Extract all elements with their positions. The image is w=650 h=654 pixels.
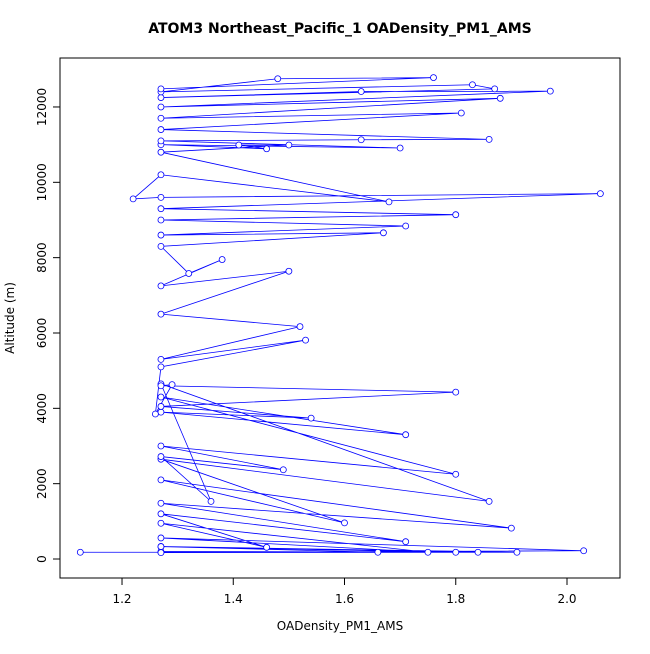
x-tick-label: 1.2 bbox=[112, 592, 131, 606]
data-point bbox=[357, 136, 365, 144]
x-tick-label: 1.6 bbox=[335, 592, 354, 606]
data-point bbox=[157, 363, 165, 371]
data-point bbox=[341, 519, 348, 527]
data-point bbox=[596, 190, 604, 198]
data-point bbox=[469, 81, 476, 89]
data-point bbox=[452, 548, 460, 556]
data-point bbox=[157, 543, 165, 550]
data-point bbox=[357, 88, 365, 95]
data-point bbox=[157, 282, 165, 290]
data-point bbox=[157, 310, 165, 318]
data-point bbox=[457, 109, 465, 117]
data-point bbox=[157, 148, 165, 156]
data-point bbox=[374, 548, 382, 556]
data-point bbox=[485, 497, 493, 505]
x-tick-label: 2.0 bbox=[557, 592, 576, 606]
data-point bbox=[274, 75, 282, 83]
data-point bbox=[157, 442, 165, 450]
data-point bbox=[157, 103, 165, 111]
data-point bbox=[307, 414, 315, 422]
data-line bbox=[80, 77, 601, 554]
data-point bbox=[580, 547, 588, 555]
data-point bbox=[285, 141, 293, 149]
x-axis-label: OADensity_PM1_AMS bbox=[277, 619, 403, 633]
data-point bbox=[157, 534, 165, 542]
data-point bbox=[452, 470, 460, 478]
data-point bbox=[263, 145, 271, 153]
data-point bbox=[157, 205, 165, 213]
y-tick-label: 4000 bbox=[35, 393, 49, 424]
data-point bbox=[235, 141, 243, 149]
y-tick-label: 8000 bbox=[35, 242, 49, 273]
data-point bbox=[129, 195, 137, 203]
data-point bbox=[157, 126, 165, 133]
data-point bbox=[485, 135, 493, 143]
data-point bbox=[157, 393, 165, 401]
data-point bbox=[402, 538, 410, 546]
data-point bbox=[157, 549, 165, 557]
data-point bbox=[430, 74, 437, 81]
y-tick-label: 10000 bbox=[35, 163, 49, 201]
data-point bbox=[157, 242, 165, 250]
data-point bbox=[507, 524, 515, 532]
data-point bbox=[285, 267, 293, 275]
x-tick-label: 1.4 bbox=[224, 592, 243, 606]
data-point bbox=[207, 497, 215, 505]
data-point bbox=[157, 114, 165, 122]
data-point bbox=[396, 144, 404, 152]
data-point bbox=[546, 87, 554, 95]
data-point bbox=[402, 222, 410, 230]
data-point bbox=[402, 431, 410, 439]
data-point bbox=[279, 466, 287, 474]
data-point bbox=[157, 519, 165, 527]
y-tick-label: 12000 bbox=[35, 88, 49, 126]
data-point bbox=[218, 256, 226, 263]
data-point bbox=[452, 211, 460, 219]
data-point bbox=[424, 548, 432, 556]
data-point bbox=[157, 403, 165, 410]
data-point bbox=[157, 510, 165, 518]
y-tick-label: 0 bbox=[35, 555, 49, 563]
data-point bbox=[76, 548, 84, 556]
data-point bbox=[185, 270, 193, 277]
data-point bbox=[157, 216, 165, 224]
y-tick-label: 6000 bbox=[35, 318, 49, 349]
data-point bbox=[296, 323, 304, 330]
data-point bbox=[474, 548, 482, 556]
data-point bbox=[157, 137, 165, 145]
data-point bbox=[157, 382, 165, 390]
data-point bbox=[157, 193, 165, 201]
data-point bbox=[157, 85, 165, 93]
data-point bbox=[513, 548, 521, 556]
data-point bbox=[385, 198, 393, 206]
data-point bbox=[491, 85, 499, 93]
y-axis-label: Altitude (m) bbox=[3, 282, 17, 354]
data-point bbox=[157, 231, 165, 239]
data-point bbox=[157, 355, 165, 363]
data-point bbox=[168, 381, 176, 389]
data-point bbox=[302, 336, 309, 344]
data-point bbox=[452, 388, 460, 396]
data-point bbox=[157, 171, 165, 179]
data-point bbox=[157, 499, 165, 507]
data-point bbox=[157, 408, 165, 416]
data-point bbox=[380, 229, 387, 237]
x-tick-label: 1.8 bbox=[446, 592, 465, 606]
y-tick-label: 2000 bbox=[35, 468, 49, 499]
chart-title: ATOM3 Northeast_Pacific_1 OADensity_PM1_… bbox=[148, 21, 532, 37]
data-point bbox=[157, 476, 165, 484]
data-point bbox=[151, 410, 159, 418]
data-point bbox=[263, 543, 271, 551]
data-point bbox=[496, 94, 504, 102]
data-point bbox=[157, 94, 165, 101]
data-point bbox=[157, 453, 165, 460]
